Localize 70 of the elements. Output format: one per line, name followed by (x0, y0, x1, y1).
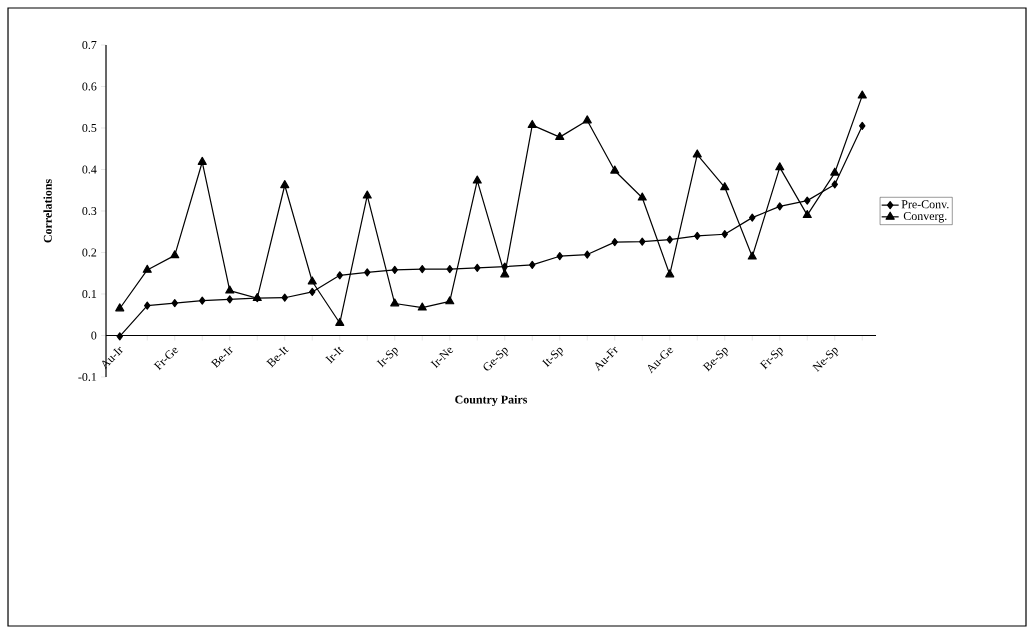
point (170, 250, 180, 259)
point (610, 165, 620, 174)
point (199, 296, 206, 305)
point (171, 299, 178, 308)
point (529, 260, 536, 270)
point (364, 268, 371, 277)
point (831, 180, 838, 189)
point (721, 230, 728, 239)
point (857, 90, 867, 99)
point (417, 302, 427, 311)
point (694, 231, 701, 240)
point (582, 115, 592, 124)
point (474, 263, 481, 272)
point (749, 213, 756, 222)
point (225, 285, 235, 294)
point (142, 264, 152, 273)
y-tick-label: 0.3 (82, 206, 97, 216)
point (116, 332, 123, 341)
point (859, 121, 866, 131)
point (556, 252, 563, 261)
point (419, 264, 426, 274)
point (391, 265, 398, 275)
legend-label: Pre-Conv. (901, 200, 949, 209)
point (720, 182, 730, 191)
y-tick-label: 0.5 (82, 123, 97, 133)
point (446, 264, 453, 274)
point (445, 296, 455, 305)
y-tick-label: 0.6 (82, 82, 97, 91)
x-tick-label: Ir-Sp (376, 347, 399, 368)
point (336, 271, 343, 280)
point (776, 202, 783, 211)
point (280, 180, 290, 189)
point (527, 119, 537, 128)
point (226, 295, 233, 304)
point (362, 190, 372, 199)
point (639, 237, 646, 246)
point (692, 149, 702, 158)
point (390, 298, 400, 307)
point (775, 162, 785, 171)
point (500, 269, 510, 278)
point (637, 192, 647, 201)
y-tick-label: 0.4 (82, 165, 97, 174)
point (830, 167, 840, 176)
point (197, 156, 207, 165)
point (555, 131, 565, 141)
point (307, 276, 317, 285)
point (335, 317, 345, 326)
x-axis-title: Country Pairs (455, 395, 528, 407)
point (666, 235, 673, 244)
point (501, 262, 508, 271)
point (804, 196, 811, 205)
point (611, 238, 618, 247)
y-tick-label: 0 (91, 331, 97, 340)
point (144, 301, 151, 310)
y-tick-label: -0.1 (78, 372, 97, 382)
y-tick-label: 0.1 (82, 289, 97, 299)
x-tick-label: Ir-It (325, 346, 344, 364)
point (747, 251, 757, 260)
y-tick-label: 0.2 (82, 248, 97, 257)
point (281, 293, 288, 302)
legend-label: Converg. (903, 211, 947, 223)
x-tick-label: It-Sp (541, 347, 564, 368)
point (665, 269, 675, 278)
y-tick-label: 0.7 (82, 40, 97, 50)
point (584, 250, 591, 259)
point (802, 209, 812, 219)
point (472, 175, 482, 184)
point (115, 303, 125, 312)
point (309, 287, 316, 297)
y-axis-title: Correlations (43, 179, 52, 243)
